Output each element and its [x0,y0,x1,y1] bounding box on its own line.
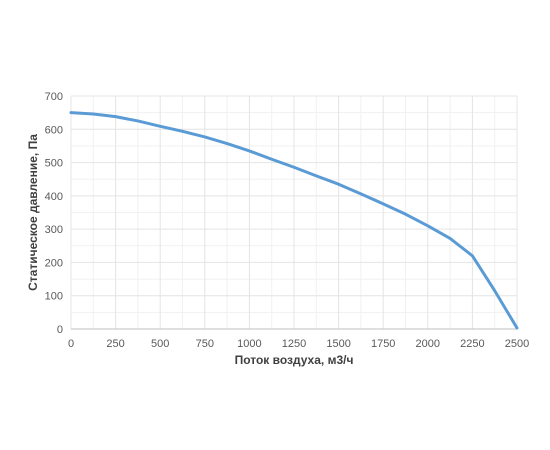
x-tick-label: 0 [68,338,74,350]
y-tick-label: 600 [45,124,63,136]
y-tick-label: 500 [45,158,63,170]
x-tick-label: 2500 [505,338,529,350]
y-axis-title: Статическое давление, Па [26,134,40,291]
y-axis-tick-labels: 0 100 200 300 400 500 600 700 [45,91,63,336]
x-tick-label: 1250 [282,338,306,350]
x-tick-label: 2000 [416,338,440,350]
x-tick-label: 500 [151,338,169,350]
x-tick-label: 1500 [326,338,350,350]
y-tick-label: 0 [57,324,63,336]
y-tick-label: 700 [45,91,63,103]
x-axis-title: Поток воздуха, м3/ч [235,353,354,367]
x-axis-tick-labels: 0 250 500 750 1000 1250 1500 1750 2000 2250 2500 [68,338,529,350]
series-line [69,111,519,330]
x-tick-label: 1750 [371,338,395,350]
series-layer [69,111,519,330]
y-tick-label: 400 [45,191,63,203]
x-tick-label: 750 [196,338,214,350]
y-tick-label: 100 [45,291,63,303]
x-tick-label: 2250 [460,338,484,350]
x-tick-label: 1000 [237,338,261,350]
y-tick-label: 300 [45,224,63,236]
y-tick-label: 200 [45,257,63,269]
x-tick-label: 250 [106,338,124,350]
